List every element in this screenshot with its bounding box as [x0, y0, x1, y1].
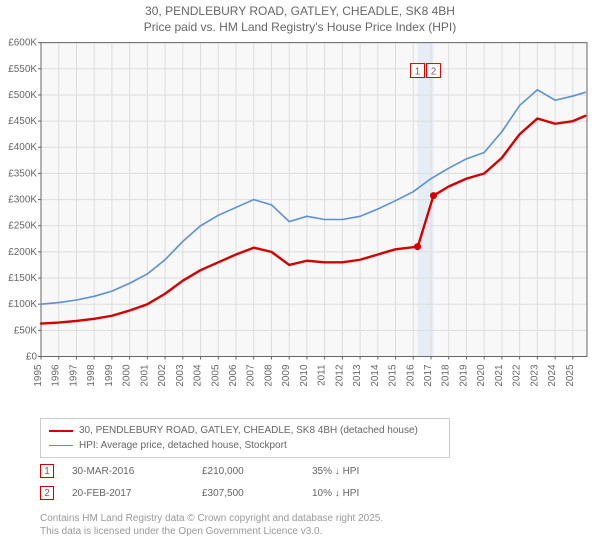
- sale-date: 30-MAR-2016: [72, 466, 202, 477]
- legend-item: HPI: Average price, detached house, Stoc…: [49, 438, 441, 453]
- svg-text:£100K: £100K: [8, 299, 37, 310]
- sale-vs-hpi: 35% ↓ HPI: [312, 466, 432, 477]
- svg-text:£400K: £400K: [8, 142, 37, 153]
- svg-text:£250K: £250K: [8, 221, 37, 232]
- svg-text:2017: 2017: [423, 364, 434, 387]
- svg-text:1999: 1999: [104, 364, 115, 387]
- svg-text:2025: 2025: [565, 364, 576, 387]
- sale-row: 2 20-FEB-2017£307,50010% ↓ HPI: [40, 482, 432, 504]
- svg-text:2000: 2000: [122, 364, 133, 387]
- sales-table: 1 30-MAR-2016£210,00035% ↓ HPI 2 20-FEB-201…: [40, 460, 432, 504]
- svg-text:1996: 1996: [51, 364, 62, 387]
- svg-text:2019: 2019: [458, 364, 469, 387]
- sale-number-badge: 1: [40, 464, 54, 478]
- svg-text:1: 1: [415, 67, 421, 78]
- legend-item: 30, PENDLEBURY ROAD, GATLEY, CHEADLE, SK…: [49, 423, 441, 438]
- svg-text:£600K: £600K: [8, 38, 37, 49]
- svg-text:2007: 2007: [246, 364, 257, 387]
- chart-container: 30, PENDLEBURY ROAD, GATLEY, CHEADLE, SK…: [0, 0, 600, 560]
- sale-vs-hpi: 10% ↓ HPI: [312, 488, 432, 499]
- svg-text:2008: 2008: [263, 364, 274, 387]
- svg-text:2009: 2009: [281, 364, 292, 387]
- svg-text:2006: 2006: [228, 364, 239, 387]
- svg-text:2013: 2013: [352, 364, 363, 387]
- svg-text:1997: 1997: [68, 364, 79, 387]
- sale-date: 20-FEB-2017: [72, 488, 202, 499]
- svg-text:£150K: £150K: [8, 273, 37, 284]
- legend-label: 30, PENDLEBURY ROAD, GATLEY, CHEADLE, SK…: [79, 423, 418, 438]
- svg-text:2003: 2003: [175, 364, 186, 387]
- svg-text:2001: 2001: [139, 364, 150, 387]
- svg-text:£50K: £50K: [14, 325, 38, 336]
- svg-text:1998: 1998: [86, 364, 97, 387]
- sale-price: £307,500: [202, 488, 312, 499]
- line-chart-svg: £0£50K£100K£150K£200K£250K£300K£350K£400…: [40, 42, 588, 397]
- sale-number-badge: 2: [40, 486, 54, 500]
- svg-text:2011: 2011: [317, 364, 328, 386]
- title-line-2: Price paid vs. HM Land Registry's House …: [144, 20, 456, 34]
- copyright-line-1: Contains HM Land Registry data © Crown c…: [40, 513, 383, 524]
- svg-text:£500K: £500K: [8, 90, 37, 101]
- svg-text:£200K: £200K: [8, 247, 37, 258]
- copyright-notice: Contains HM Land Registry data © Crown c…: [40, 512, 383, 538]
- svg-text:2: 2: [431, 67, 437, 78]
- svg-text:£350K: £350K: [8, 168, 37, 179]
- svg-text:£450K: £450K: [8, 116, 37, 127]
- svg-text:2016: 2016: [405, 364, 416, 387]
- svg-text:£550K: £550K: [8, 64, 37, 75]
- svg-text:2004: 2004: [193, 364, 204, 387]
- sale-row: 1 30-MAR-2016£210,00035% ↓ HPI: [40, 460, 432, 482]
- legend-swatch: [49, 445, 73, 446]
- svg-text:2014: 2014: [370, 364, 381, 387]
- svg-text:£300K: £300K: [8, 195, 37, 206]
- svg-text:2024: 2024: [547, 364, 558, 387]
- svg-text:2018: 2018: [441, 364, 452, 387]
- title-line-1: 30, PENDLEBURY ROAD, GATLEY, CHEADLE, SK…: [145, 4, 455, 18]
- svg-text:£0: £0: [26, 351, 38, 362]
- sale-price: £210,000: [202, 466, 312, 477]
- svg-text:2023: 2023: [529, 364, 540, 387]
- chart-title: 30, PENDLEBURY ROAD, GATLEY, CHEADLE, SK…: [0, 0, 600, 35]
- svg-text:2022: 2022: [512, 364, 523, 387]
- copyright-line-2: This data is licensed under the Open Gov…: [40, 526, 322, 537]
- legend-swatch: [49, 430, 73, 432]
- svg-text:2015: 2015: [388, 364, 399, 387]
- chart-plot-area: £0£50K£100K£150K£200K£250K£300K£350K£400…: [40, 42, 588, 397]
- svg-text:2020: 2020: [476, 364, 487, 387]
- legend-label: HPI: Average price, detached house, Stoc…: [79, 438, 287, 453]
- svg-text:2002: 2002: [157, 364, 168, 387]
- legend: 30, PENDLEBURY ROAD, GATLEY, CHEADLE, SK…: [40, 418, 450, 458]
- svg-text:2005: 2005: [210, 364, 221, 387]
- svg-text:2012: 2012: [334, 364, 345, 387]
- svg-text:2021: 2021: [494, 364, 505, 387]
- svg-text:1995: 1995: [33, 364, 44, 387]
- svg-text:2010: 2010: [299, 364, 310, 387]
